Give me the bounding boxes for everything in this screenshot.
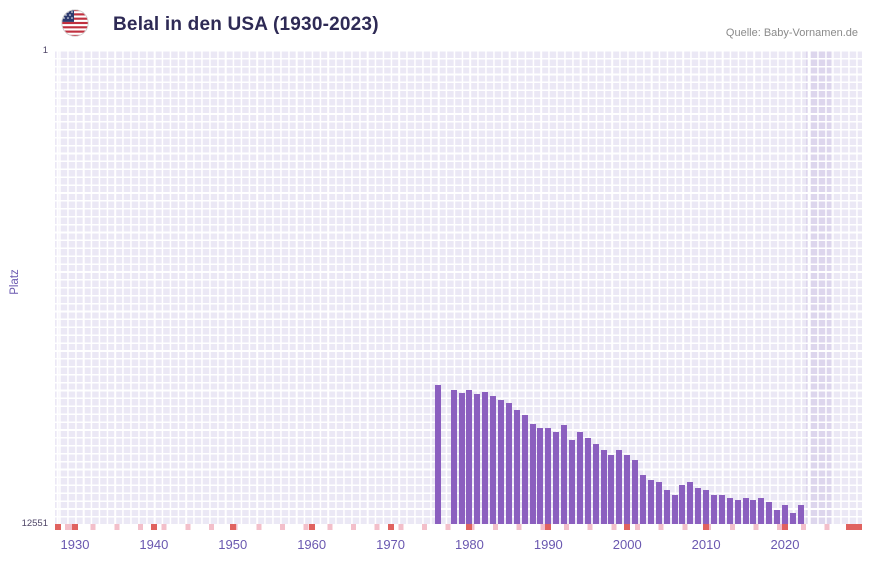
x-axis-label-2000: 2000 (612, 537, 642, 552)
bar-1984[interactable] (498, 400, 504, 524)
bar-1982[interactable] (482, 392, 489, 524)
bar-2007[interactable] (679, 485, 686, 524)
bar-1988[interactable] (529, 423, 536, 524)
page-title: Belal in den USA (1930-2023) (113, 14, 379, 35)
bar-1996[interactable] (592, 443, 599, 524)
bar-2022[interactable] (797, 505, 804, 524)
x-axis-label-1940: 1940 (139, 537, 169, 552)
bar-2002[interactable] (640, 474, 646, 524)
x-axis-minor-ticks (55, 524, 862, 530)
bar-1999[interactable] (616, 449, 623, 524)
bar-1994[interactable] (576, 432, 583, 524)
bar-2003[interactable] (647, 480, 654, 524)
bar-1986[interactable] (513, 409, 520, 524)
bar-2000[interactable] (624, 454, 631, 524)
bar-1993[interactable] (569, 440, 575, 524)
bar-2009[interactable] (695, 488, 702, 524)
bar-2021[interactable] (789, 512, 796, 524)
y-axis-tick-bottom: 12551 (21, 518, 48, 529)
bar-2016[interactable] (750, 500, 757, 524)
y-axis-tick-top: 1 (42, 45, 48, 56)
x-axis-tick-1970 (387, 524, 394, 530)
bar-2010[interactable] (703, 490, 710, 524)
bar-2006[interactable] (671, 494, 678, 524)
highlight-band (806, 50, 831, 524)
bar-2014[interactable] (734, 500, 741, 524)
bar-1976[interactable] (434, 385, 441, 524)
bar-1987[interactable] (521, 415, 528, 524)
x-axis-tick-2010 (703, 524, 710, 530)
bar-1983[interactable] (490, 395, 497, 524)
x-axis-tick-1940 (150, 524, 157, 530)
x-axis-tick-1950 (229, 524, 236, 530)
bar-2015[interactable] (742, 497, 749, 524)
bar-1990[interactable] (545, 428, 552, 524)
x-axis-tick-2020 (782, 524, 788, 530)
bar-1981[interactable] (474, 394, 481, 524)
x-axis-tick-1960 (308, 524, 315, 530)
bar-2017[interactable] (758, 497, 765, 524)
bar-2013[interactable] (726, 497, 733, 524)
x-axis-left-endcap (55, 524, 61, 530)
bar-2012[interactable] (718, 494, 725, 524)
bar-2008[interactable] (687, 482, 694, 524)
bar-2020[interactable] (782, 505, 788, 524)
us-flag-icon (61, 9, 89, 37)
bar-2019[interactable] (774, 510, 781, 524)
y-axis-title: Platz (9, 269, 21, 295)
x-axis-label-2010: 2010 (691, 537, 721, 552)
plot-area[interactable] (55, 50, 862, 524)
bar-1998[interactable] (608, 454, 615, 524)
x-axis-label-1990: 1990 (533, 537, 563, 552)
x-axis-label-1930: 1930 (60, 537, 90, 552)
bar-2011[interactable] (711, 494, 717, 524)
x-axis-label-1970: 1970 (376, 537, 406, 552)
bar-1992[interactable] (561, 425, 568, 524)
bar-2005[interactable] (663, 490, 670, 524)
bar-1997[interactable] (600, 449, 607, 524)
x-axis-tick-1990 (545, 524, 552, 530)
x-axis-tick-1980 (466, 524, 473, 530)
x-axis-tick-2000 (624, 524, 631, 530)
x-axis-label-2020: 2020 (770, 537, 800, 552)
bar-1978[interactable] (450, 389, 457, 524)
x-axis-label-1950: 1950 (218, 537, 248, 552)
bar-1979[interactable] (458, 392, 465, 524)
bar-1995[interactable] (584, 437, 591, 524)
bar-1980[interactable] (466, 390, 473, 524)
bar-2001[interactable] (632, 460, 639, 524)
bar-1989[interactable] (537, 428, 544, 524)
bar-1985[interactable] (505, 403, 512, 524)
bar-2018[interactable] (766, 502, 773, 524)
bar-2004[interactable] (655, 482, 662, 524)
x-axis-label-1960: 1960 (297, 537, 327, 552)
x-axis-right-endcap (846, 524, 862, 530)
source-label: Quelle: Baby-Vornamen.de (725, 27, 858, 39)
bar-1991[interactable] (553, 432, 560, 524)
x-axis-tick-1930 (72, 524, 78, 530)
x-axis-label-1980: 1980 (454, 537, 484, 552)
